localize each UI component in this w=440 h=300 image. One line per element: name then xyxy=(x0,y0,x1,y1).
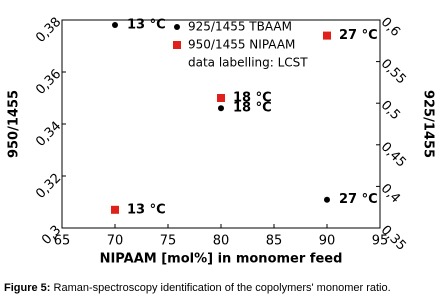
legend-label: 925/1455 TBAAM xyxy=(188,20,292,34)
y2-tick-label: 0,6 xyxy=(378,15,403,40)
x-axis-label: NIPAAM [mol%] in monomer feed xyxy=(100,252,343,267)
point xyxy=(324,196,330,203)
x-tick-label: 85 xyxy=(266,234,283,249)
x-tick-label: 65 xyxy=(54,234,71,249)
y-tick-label: 0,36 xyxy=(33,67,64,98)
caption: Figure 5: Raman-spectroscopy identificat… xyxy=(4,282,391,294)
y2-tick-label: 0,4 xyxy=(378,181,403,206)
point xyxy=(323,31,331,40)
x-tick-label: 80 xyxy=(213,234,230,249)
y2-tick-label: 0,55 xyxy=(378,56,409,87)
point-label: 13 °C xyxy=(127,202,166,217)
y2-tick-label: 0,45 xyxy=(378,139,409,170)
y-axis-label: 950/1455 xyxy=(7,90,22,158)
legend-marker xyxy=(174,24,180,30)
point-label: 13 °C xyxy=(127,17,166,32)
legend-marker xyxy=(173,41,181,49)
y2-tick-label: 0,5 xyxy=(378,98,403,123)
point xyxy=(111,205,119,214)
point-label: 18 °C xyxy=(233,101,272,116)
point-label: 27 °C xyxy=(339,192,378,207)
legend-note: data labelling: LCST xyxy=(188,56,308,70)
caption-label: Figure 5: xyxy=(4,282,50,294)
y-tick-label: 0,38 xyxy=(33,15,64,46)
point-label: 27 °C xyxy=(339,28,378,43)
y-tick-label: 0,32 xyxy=(33,171,64,202)
legend-label: 950/1455 NIPAAM xyxy=(188,38,295,52)
caption-text: Raman-spectroscopy identification of the… xyxy=(54,282,391,294)
x-tick-label: 70 xyxy=(107,234,124,249)
point-label: 18 °C xyxy=(233,91,272,106)
x-tick-label: 90 xyxy=(319,234,336,249)
y-tick-label: 0,34 xyxy=(33,119,64,150)
point xyxy=(217,94,225,102)
point xyxy=(218,105,224,112)
y2-axis-label: 925/1455 xyxy=(421,90,436,158)
x-tick-label: 75 xyxy=(160,234,177,249)
point xyxy=(112,21,118,28)
x-tick-label: 95 xyxy=(372,234,389,249)
